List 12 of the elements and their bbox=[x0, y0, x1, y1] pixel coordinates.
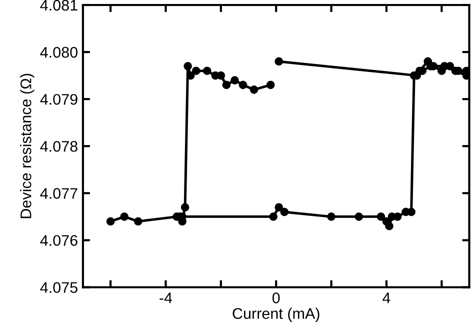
y-tick-label: 4.078 bbox=[40, 140, 78, 152]
y-axis-title: Device resistance (Ω) bbox=[20, 74, 34, 218]
x-tick-label: 4 bbox=[382, 292, 390, 304]
x-axis-title: Current (mA) bbox=[232, 308, 320, 322]
y-tick-label: 4.075 bbox=[40, 282, 78, 293]
y-tick-label: 4.080 bbox=[40, 46, 78, 58]
y-tick-label: 4.077 bbox=[40, 188, 78, 199]
y-tick-label: 4.081 bbox=[40, 0, 78, 11]
x-tick-label: -4 bbox=[160, 292, 172, 304]
y-tick-label: 4.076 bbox=[40, 235, 78, 246]
x-tick-label: 0 bbox=[272, 292, 280, 304]
y-tick-label: 4.079 bbox=[40, 94, 78, 105]
